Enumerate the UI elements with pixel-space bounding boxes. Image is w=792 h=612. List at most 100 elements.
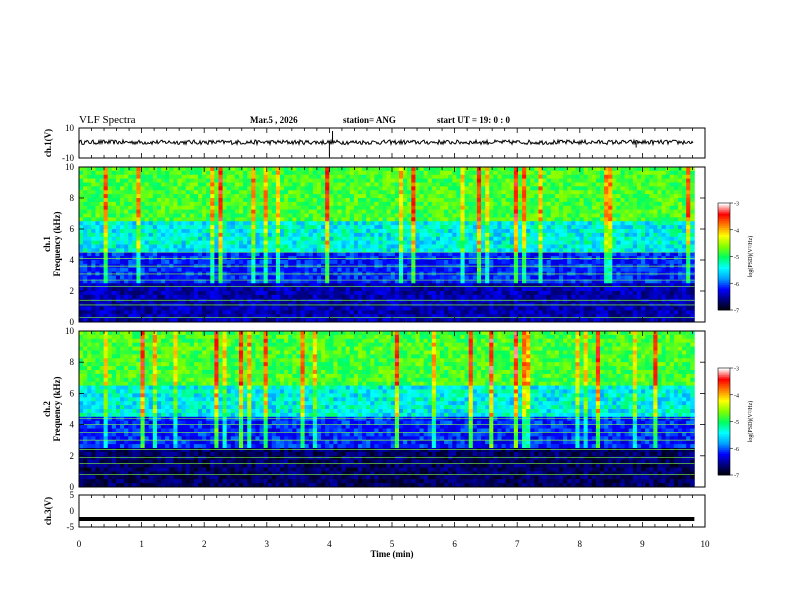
- spectrogram-cell: [156, 198, 162, 203]
- spectrogram-cell: [542, 198, 548, 203]
- spectrogram-cell: [661, 275, 667, 280]
- spectrogram-cell: [333, 229, 338, 234]
- spectrogram-cell: [304, 287, 310, 292]
- spectrogram-cell: [124, 232, 129, 238]
- spectrogram-cell: [210, 174, 215, 180]
- spectrogram-cell: [460, 252, 466, 257]
- spectrogram-cell: [300, 267, 306, 273]
- spectrogram-cell: [411, 252, 416, 257]
- spectrogram-cell: [440, 205, 445, 211]
- spectrogram-cell: [275, 174, 281, 180]
- spectrogram-cell: [403, 190, 408, 195]
- spectrogram-cell: [423, 225, 429, 230]
- spectrogram-cell: [444, 174, 449, 180]
- spectrogram-cell: [493, 283, 498, 288]
- spectrogram-cell: [567, 182, 572, 187]
- spectrogram-cell: [152, 186, 158, 191]
- spectrogram-cell: [243, 267, 248, 273]
- spectrogram-cell: [669, 232, 675, 238]
- spectrogram-cell: [517, 174, 523, 180]
- spectrogram-cell: [394, 170, 400, 176]
- spectrogram-cell: [206, 252, 211, 257]
- spectrogram-cell: [595, 190, 601, 195]
- spectrogram-cell: [374, 229, 379, 234]
- spectrogram-cell: [140, 229, 146, 234]
- spectrogram-cell: [378, 213, 383, 218]
- spectrogram-cell: [583, 229, 589, 234]
- spectrogram-cell: [563, 260, 568, 265]
- spectrogram-cell: [161, 190, 166, 195]
- spectrogram-cell: [234, 182, 240, 187]
- spectrogram-cell: [251, 221, 256, 226]
- spectrogram-cell: [407, 213, 412, 218]
- spectrogram-cell: [222, 217, 228, 222]
- spectrogram-cell: [128, 174, 133, 180]
- spectrogram-cell: [288, 213, 293, 218]
- spectrogram-cell: [690, 232, 695, 238]
- spectrogram-cell: [132, 198, 137, 203]
- spectrogram-cell: [296, 217, 301, 222]
- spectrogram-cell: [316, 240, 322, 245]
- spectrogram-cell: [587, 252, 593, 257]
- spectrogram-cell: [284, 217, 289, 222]
- spectrogram-cell: [255, 213, 260, 218]
- spectrogram-cell: [526, 209, 531, 214]
- spectrogram-cell: [571, 244, 576, 249]
- spectrogram-cell: [169, 248, 174, 253]
- spectrogram-cell: [612, 252, 617, 257]
- spectrogram-cell: [505, 198, 511, 203]
- spectrogram-cell: [140, 205, 146, 211]
- spectrogram-cell: [386, 167, 392, 172]
- spectrogram-cell: [284, 190, 289, 195]
- spectrogram-cell: [79, 205, 84, 211]
- spectrogram-cell: [649, 275, 654, 280]
- spectrogram-cell: [550, 190, 556, 195]
- spectrogram-cell: [210, 232, 215, 238]
- spectrogram-cell: [316, 213, 322, 218]
- spectrogram-cell: [103, 213, 109, 218]
- spectrogram-cell: [390, 267, 396, 273]
- spectrogram-cell: [341, 201, 347, 207]
- spectrogram-cell: [517, 190, 523, 195]
- spectrogram-cell: [288, 229, 293, 234]
- spectrogram-cell: [542, 182, 548, 187]
- spectrogram-cell: [325, 236, 330, 242]
- spectrogram-cell: [353, 225, 359, 230]
- spectrogram-cell: [448, 275, 453, 280]
- spectrogram-cell: [181, 205, 187, 211]
- spectrogram-cell: [665, 260, 671, 265]
- spectrogram-cell: [583, 182, 589, 187]
- spectrogram-cell: [468, 225, 474, 230]
- spectrogram-cell: [374, 167, 379, 172]
- spectrogram-cell: [275, 279, 281, 284]
- spectrogram-cell: [259, 190, 265, 195]
- spectrogram-cell: [423, 279, 429, 284]
- spectrogram-cell: [247, 174, 252, 180]
- spectrogram-cell: [394, 213, 400, 218]
- spectrogram-cell: [435, 229, 441, 234]
- spectrogram-cell: [148, 178, 154, 183]
- spectrogram-cell: [210, 201, 215, 207]
- spectrogram-cell: [509, 167, 515, 172]
- spectrogram-cell: [403, 232, 408, 238]
- spectrogram-cell: [366, 232, 371, 238]
- spectrogram-cell: [300, 244, 306, 249]
- spectrogram-cell: [669, 221, 675, 226]
- spectrogram-cell: [665, 170, 671, 176]
- spectrogram-cell: [132, 213, 137, 218]
- spectrogram-cell: [497, 178, 502, 183]
- spectrogram-cell: [390, 229, 396, 234]
- spectrogram-cell: [91, 252, 96, 257]
- spectrogram-cell: [456, 190, 461, 195]
- spectrogram-cell: [448, 201, 453, 207]
- spectrogram-cell: [632, 190, 638, 195]
- spectrogram-cell: [247, 209, 252, 214]
- spectrogram-cell: [497, 198, 502, 203]
- spectrogram-cell: [337, 205, 342, 211]
- spectrogram-cell: [136, 217, 141, 222]
- spectrogram-cell: [197, 229, 203, 234]
- spectrogram-cell: [197, 201, 203, 207]
- spectrogram-cell: [686, 205, 691, 211]
- spectrogram-cell: [558, 229, 564, 234]
- spectrogram-cell: [271, 244, 277, 249]
